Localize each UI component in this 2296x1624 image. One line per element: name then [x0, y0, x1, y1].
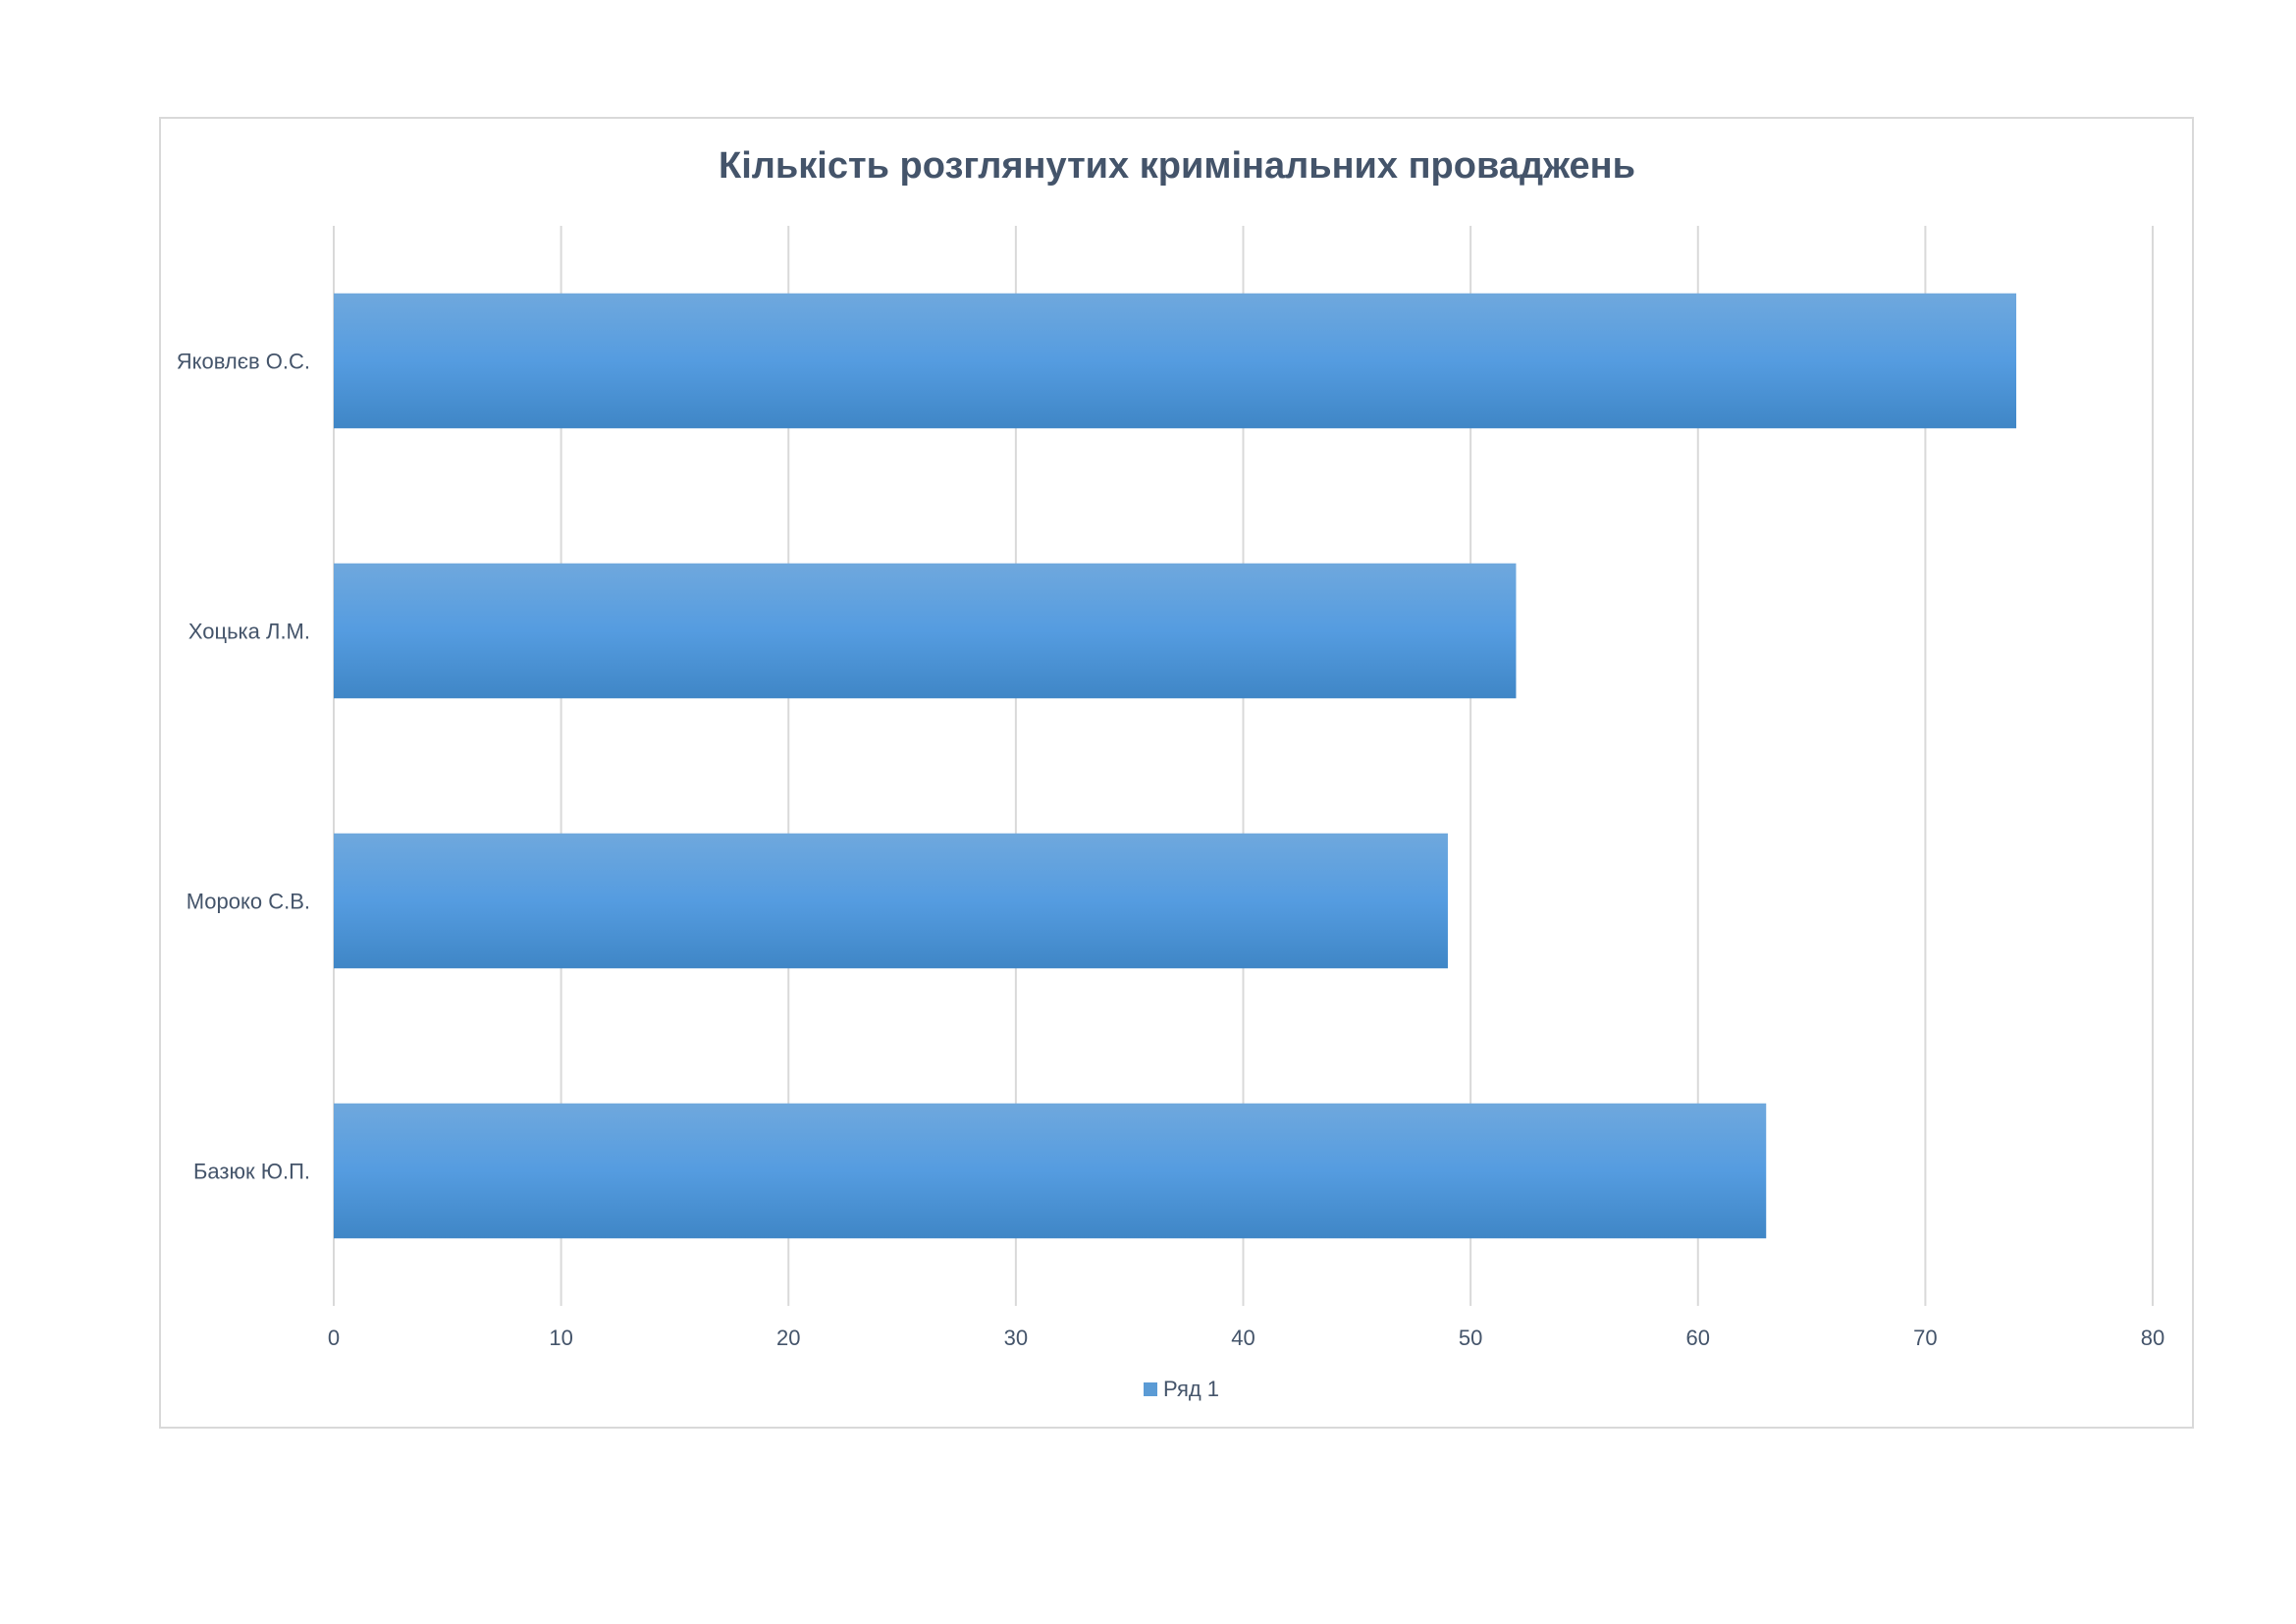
x-tick-label: 40	[1231, 1326, 1255, 1350]
x-axis-labels: 0 10 20 30 40 50 60 70 80	[328, 1326, 2164, 1350]
x-tick-label: 10	[549, 1326, 572, 1350]
x-tick-label: 30	[1004, 1326, 1028, 1350]
bars	[334, 293, 2017, 1239]
y-tick-label: Базюк Ю.П.	[193, 1160, 310, 1184]
legend-swatch	[1144, 1382, 1157, 1396]
x-tick-label: 70	[1913, 1326, 1937, 1350]
legend-label: Ряд 1	[1163, 1377, 1219, 1401]
y-tick-label: Мороко С.В.	[187, 890, 310, 914]
x-tick-label: 0	[328, 1326, 340, 1350]
x-tick-label: 20	[776, 1326, 800, 1350]
x-tick-label: 50	[1459, 1326, 1482, 1350]
y-axis-labels: Базюк Ю.П. Мороко С.В. Хоцька Л.М. Яковлєв …	[177, 350, 310, 1184]
bar	[334, 1103, 1767, 1239]
y-tick-label: Яковлєв О.С.	[177, 350, 310, 374]
y-tick-label: Хоцька Л.М.	[188, 620, 310, 644]
bar	[334, 833, 1448, 969]
bar	[334, 293, 2017, 429]
x-tick-label: 60	[1686, 1326, 1710, 1350]
legend: Ряд 1	[1144, 1377, 1219, 1401]
bar	[334, 563, 1517, 699]
x-tick-label: 80	[2141, 1326, 2164, 1350]
chart-title: Кількість розглянутих кримінальних прова…	[719, 145, 1635, 187]
